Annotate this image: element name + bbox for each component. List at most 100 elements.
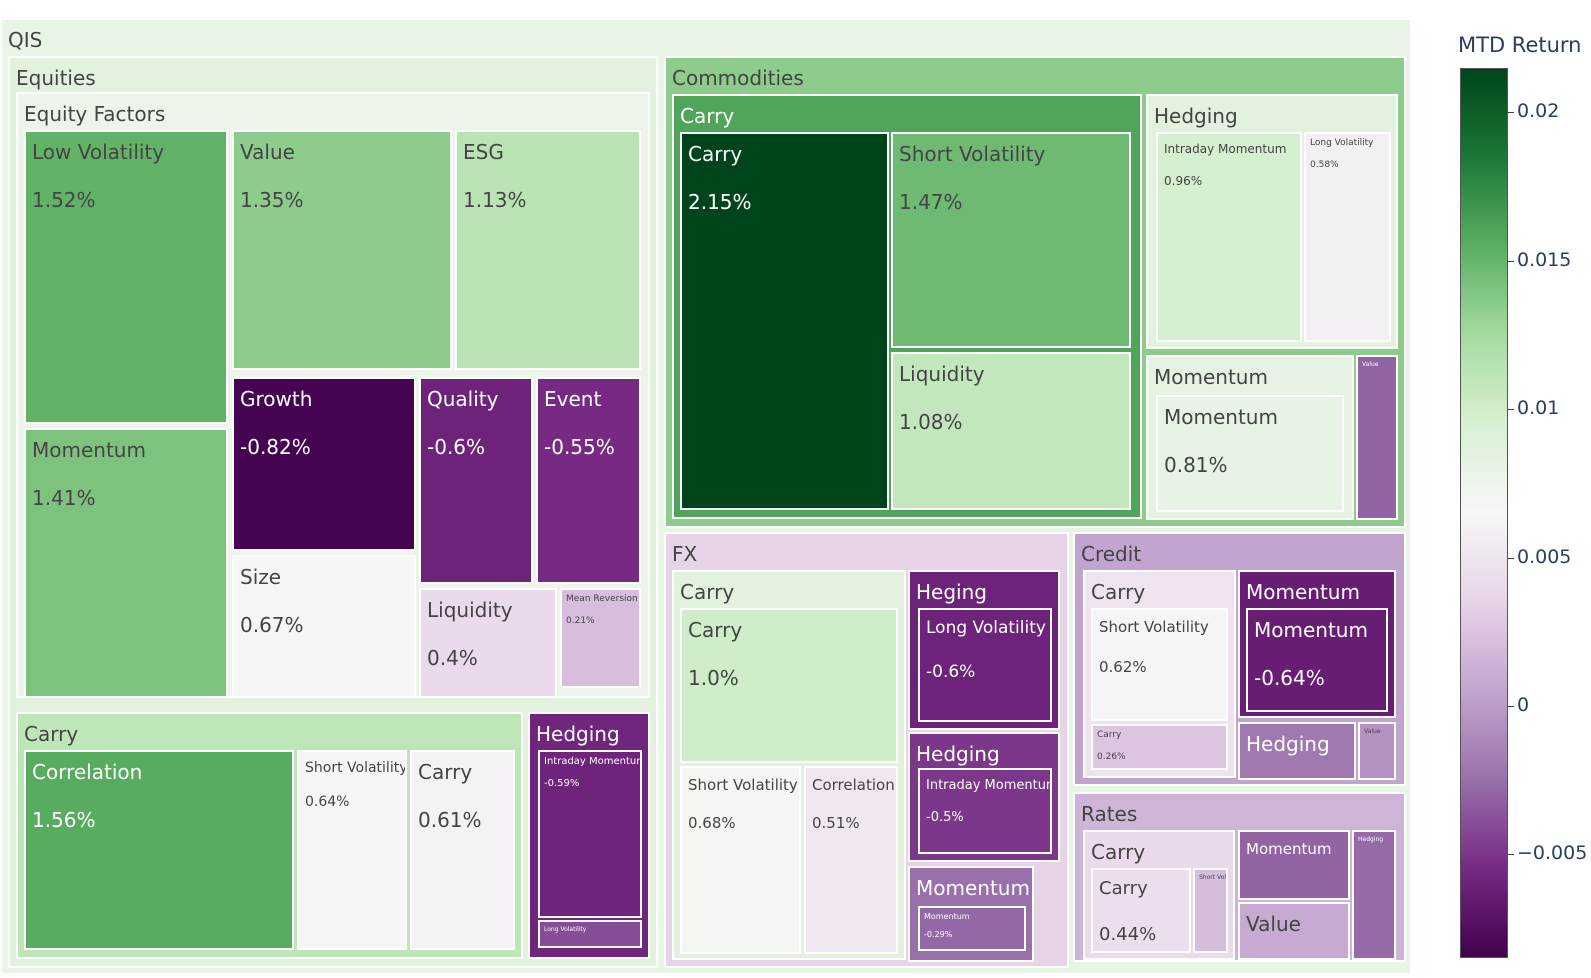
colorbar-tick-label: 0.02 — [1517, 100, 1560, 122]
treemap-value: -0.82% — [240, 435, 311, 459]
treemap-label: Short Volatility — [688, 776, 798, 794]
treemap-value: 1.08% — [899, 410, 963, 434]
treemap-node-growth[interactable]: Growth -0.82% — [232, 377, 416, 551]
colorbar-tick-mark — [1508, 261, 1514, 262]
treemap-node-short-vol-fx[interactable]: Short Volatility 0.68% — [680, 766, 801, 954]
treemap-label: Intraday Momentum — [544, 756, 642, 767]
treemap-value: 1.35% — [240, 188, 304, 212]
treemap-node-momentum-credit[interactable]: Momentum -0.64% — [1246, 608, 1388, 712]
treemap-value: 0.51% — [812, 814, 860, 832]
treemap-label: Short Volatility — [305, 760, 407, 776]
treemap-node-carry-eq[interactable]: Carry 0.61% — [410, 750, 515, 950]
colorbar-title: MTD Return — [1458, 33, 1582, 57]
treemap-label: Value — [1362, 361, 1379, 368]
treemap-node-short-vol-eq[interactable]: Short Volatility 0.64% — [297, 750, 407, 950]
treemap-node-com-value[interactable]: Value — [1356, 355, 1398, 520]
treemap-node-rates-carry-small[interactable]: Short Volatility — [1193, 868, 1228, 953]
treemap-label: Carry — [680, 580, 735, 604]
treemap-label: Correlation — [32, 760, 143, 784]
treemap-value: -0.29% — [924, 930, 953, 939]
treemap-label: FX — [672, 542, 698, 566]
treemap-node-long-vol-com[interactable]: Long Volatility 0.58% — [1304, 132, 1391, 342]
treemap-label: Momentum — [1246, 840, 1332, 858]
colorbar-tick-label: 0 — [1517, 694, 1530, 716]
treemap-value: -0.64% — [1254, 666, 1325, 690]
treemap-label: Carry — [24, 722, 79, 746]
treemap-node-rates-value[interactable]: Value — [1238, 902, 1350, 960]
treemap-label: Value — [1364, 728, 1381, 735]
colorbar-tick-mark — [1508, 409, 1514, 410]
treemap-node-carry-fx[interactable]: Carry 1.0% — [680, 608, 898, 763]
treemap-label: QIS — [8, 28, 43, 52]
treemap-label: Intraday Momentum — [926, 778, 1052, 793]
treemap-label: Carry — [418, 760, 473, 784]
treemap-label: Momentum — [916, 876, 1030, 900]
treemap-label: Heging — [916, 580, 987, 604]
treemap-node-intraday-com[interactable]: Intraday Momentum 0.96% — [1156, 132, 1302, 342]
treemap-label: Long Volatility — [926, 618, 1046, 638]
treemap-node-momentum-eq[interactable]: Momentum 1.41% — [24, 428, 228, 698]
treemap-label: Momentum — [32, 438, 146, 462]
treemap-label: Short Volatility — [899, 142, 1046, 166]
treemap-node-intraday-eq[interactable]: Intraday Momentum -0.59% — [538, 750, 642, 918]
treemap-node-rates-momentum[interactable]: Momentum — [1238, 830, 1350, 900]
treemap-node-value[interactable]: Value 1.35% — [232, 130, 452, 370]
treemap-label: Long Volatility — [1310, 138, 1374, 148]
treemap-label: Growth — [240, 387, 313, 411]
treemap-node-event[interactable]: Event -0.55% — [536, 377, 641, 584]
treemap-value: 0.4% — [427, 646, 478, 670]
colorbar-tick-mark — [1508, 854, 1514, 855]
treemap-node-carry-rates[interactable]: Carry 0.44% — [1091, 868, 1191, 953]
treemap-value: 1.52% — [32, 188, 96, 212]
treemap-node-esg[interactable]: ESG 1.13% — [455, 130, 641, 370]
treemap-node-rates-hedging[interactable]: Hedging — [1352, 830, 1396, 960]
treemap-value: 1.13% — [463, 188, 527, 212]
treemap-label: Carry — [1091, 580, 1146, 604]
treemap-value: 0.61% — [418, 808, 482, 832]
treemap-label: Momentum — [1246, 580, 1360, 604]
treemap-label: Value — [1246, 912, 1301, 936]
treemap-value: 0.81% — [1164, 453, 1228, 477]
treemap-value: 1.41% — [32, 486, 96, 510]
treemap-node-correlation-eq[interactable]: Correlation 1.56% — [24, 750, 294, 950]
treemap-label: Rates — [1081, 802, 1138, 826]
treemap-node-carry-credit[interactable]: Carry 0.26% — [1091, 724, 1228, 770]
treemap-node-momentum-fx[interactable]: Momentum -0.29% — [918, 906, 1026, 951]
treemap-value: 0.62% — [1099, 658, 1147, 676]
colorbar-tick-label: 0.015 — [1517, 249, 1572, 271]
treemap-node-short-vol-com[interactable]: Short Volatility 1.47% — [891, 132, 1131, 348]
treemap-value: 2.15% — [688, 190, 752, 214]
treemap-node-liquidity-com[interactable]: Liquidity 1.08% — [891, 352, 1131, 510]
treemap-label: Hedging — [1154, 104, 1238, 128]
treemap-node-quality[interactable]: Quality -0.6% — [419, 377, 533, 584]
treemap-node-credit-hedging[interactable]: Hedging — [1238, 722, 1356, 780]
treemap-node-correlation-fx[interactable]: Correlation 0.51% — [804, 766, 898, 954]
treemap-node-short-vol-credit[interactable]: Short Volatility 0.62% — [1091, 608, 1228, 721]
treemap-value: 0.26% — [1097, 752, 1126, 762]
treemap-node-eq-hedging-small[interactable]: Long Volatility — [538, 920, 642, 948]
treemap-value: -0.6% — [926, 662, 976, 682]
treemap-value: -0.59% — [544, 778, 580, 789]
treemap-node-liquidity-eq[interactable]: Liquidity 0.4% — [419, 588, 557, 698]
treemap-node-long-vol-fx[interactable]: Long Volatility -0.6% — [918, 608, 1052, 722]
treemap-label: Correlation — [812, 776, 895, 794]
treemap-node-low-vol[interactable]: Low Volatility 1.52% — [24, 130, 228, 424]
treemap-label: Value — [240, 140, 295, 164]
treemap-value: 0.64% — [305, 794, 350, 810]
treemap-node-momentum-com[interactable]: Momentum 0.81% — [1156, 395, 1344, 512]
treemap-value: 0.44% — [1099, 924, 1157, 945]
treemap-node-credit-value[interactable]: Value — [1358, 722, 1396, 780]
treemap-node-size[interactable]: Size 0.67% — [232, 555, 416, 698]
colorbar-tick-mark — [1508, 706, 1514, 707]
colorbar-tick-label: 0.01 — [1517, 397, 1560, 419]
treemap-label: Intraday Momentum — [1164, 142, 1287, 156]
treemap-value: 1.47% — [899, 190, 963, 214]
treemap-label: Hedging — [1358, 836, 1384, 843]
treemap-node-carry-com[interactable]: Carry 2.15% — [680, 132, 889, 510]
treemap-label: Event — [544, 387, 602, 411]
treemap-label: Carry — [1091, 840, 1146, 864]
treemap-label: Momentum — [1154, 365, 1268, 389]
treemap-node-intraday-fx[interactable]: Intraday Momentum -0.5% — [918, 768, 1052, 854]
treemap-value: 0.96% — [1164, 174, 1203, 188]
treemap-node-mean-rev[interactable]: Mean Reversion 0.21% — [560, 588, 641, 688]
